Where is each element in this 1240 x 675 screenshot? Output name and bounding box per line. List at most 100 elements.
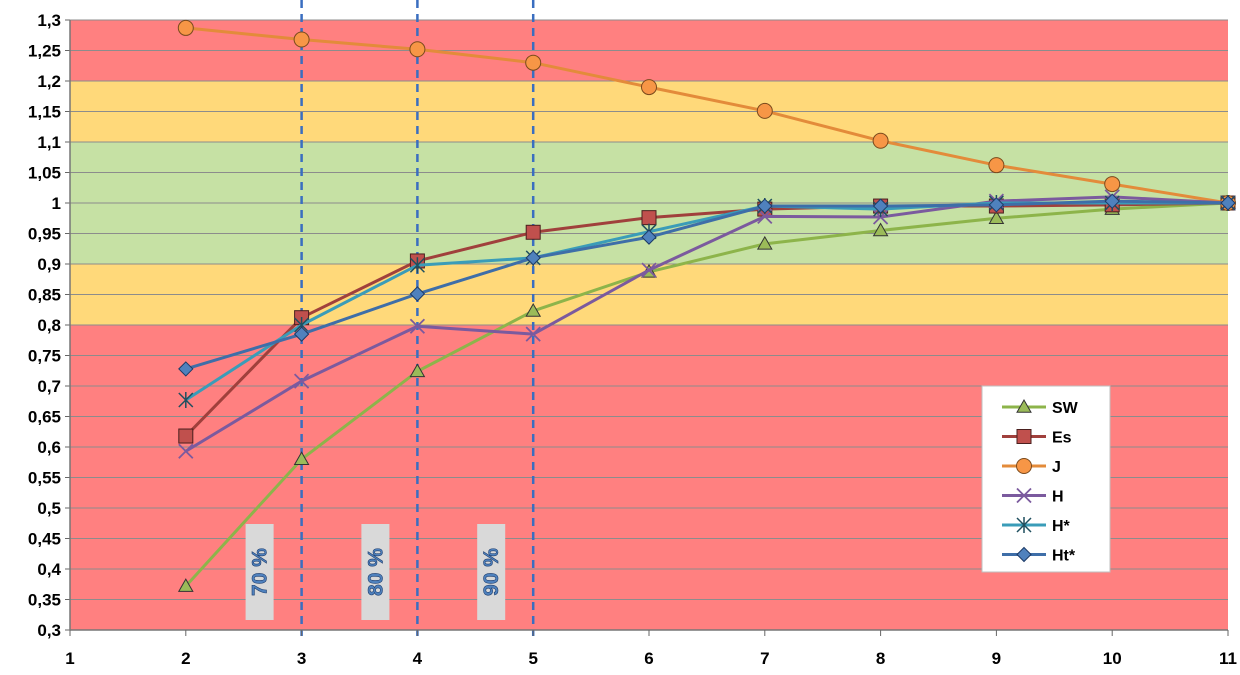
legend-entry: J [1002, 458, 1061, 476]
series-line [185, 199, 1229, 371]
data-point [757, 198, 773, 214]
data-point [409, 318, 426, 334]
y-tick-label: 0,45 [28, 530, 61, 549]
data-point [756, 102, 773, 119]
reference-lines: 70 % 80 % 90 % [245, 0, 535, 636]
series-ht-star [178, 193, 1236, 377]
reference-line-label: 80 % [364, 548, 387, 596]
legend-entry: SW [1002, 398, 1079, 417]
legend-label: Es [1052, 430, 1072, 447]
data-point [293, 326, 310, 342]
data-point [409, 257, 425, 274]
data-point [409, 363, 426, 378]
reference-label-box-1 [361, 524, 390, 620]
x-tick-label: 3 [297, 649, 306, 668]
y-tick-label: 0,5 [37, 499, 61, 518]
data-point [988, 210, 1005, 224]
y-tick-label: 1 [52, 194, 61, 213]
legend-label: SW [1052, 400, 1079, 417]
y-tick-label: 0,65 [28, 408, 61, 427]
data-point [872, 132, 889, 149]
y-tick-label: 1,05 [28, 164, 61, 183]
x-tick-label: 11 [1219, 649, 1237, 668]
reference-label-box-2 [477, 524, 506, 620]
y-tick-label: 0,9 [37, 255, 61, 274]
legend-marker [1016, 487, 1032, 504]
data-point [525, 250, 541, 266]
x-tick-label: 7 [760, 649, 769, 668]
x-tick-labels: 1 2 3 4 5 6 7 8 9 10 11 [65, 630, 1237, 668]
data-point [872, 222, 889, 237]
legend-marker [1016, 458, 1032, 474]
data-point [988, 157, 1005, 174]
data-point [177, 19, 194, 36]
data-point [1220, 195, 1236, 211]
y-tick-label: 0,35 [28, 591, 61, 610]
y-tick-label: 1,1 [37, 133, 61, 152]
data-point [525, 54, 542, 71]
legend-label: H* [1052, 518, 1071, 535]
data-series [177, 19, 1236, 592]
y-tick-label: 0,75 [28, 347, 61, 366]
series-line [185, 26, 1229, 205]
series-line [184, 201, 1229, 588]
y-tick-label: 1,25 [28, 42, 61, 61]
data-point [988, 197, 1005, 213]
x-tick-label: 5 [528, 649, 537, 668]
data-point [178, 392, 194, 409]
y-tick-label: 1,3 [37, 11, 61, 30]
legend-entry: H [1002, 487, 1064, 506]
data-point [293, 373, 310, 389]
data-point [409, 41, 426, 58]
y-tick-label: 0,4 [37, 560, 61, 579]
x-tick-label: 8 [876, 649, 885, 668]
legend-entry: H* [1002, 517, 1071, 535]
data-point [178, 428, 194, 444]
legend-label: Ht* [1052, 548, 1076, 565]
data-point [756, 235, 773, 250]
legend: SW Es JH H* Ht* [981, 385, 1111, 573]
data-point [293, 31, 310, 48]
data-point [525, 224, 541, 240]
y-tick-label: 0,95 [28, 225, 61, 244]
data-point [641, 79, 657, 96]
data-point [1104, 176, 1121, 193]
reference-label-box-0 [245, 524, 274, 620]
y-tick-label: 0,8 [37, 316, 61, 335]
legend-entry: Es [1002, 429, 1072, 447]
legend-marker [1016, 546, 1032, 563]
y-tick-labels: 0,3 0,35 0,4 0,45 0,5 0,55 0,6 0,65 0,7 0,75 0,8 0,… [28, 11, 62, 640]
data-point [525, 302, 542, 317]
series-line [185, 195, 1229, 453]
data-point [178, 443, 194, 459]
x-tick-label: 1 [65, 649, 74, 668]
data-point [641, 262, 657, 278]
legend-entry: Ht* [1002, 546, 1076, 565]
legend-label: H [1052, 489, 1064, 506]
legend-marker [1016, 429, 1032, 444]
y-tick-label: 0,85 [28, 286, 61, 305]
data-point [641, 210, 657, 226]
legend-box [981, 385, 1111, 573]
data-point [409, 286, 426, 302]
reference-line-label: 90 % [480, 548, 503, 596]
data-point [1104, 193, 1120, 209]
y-tick-label: 0,55 [28, 469, 61, 488]
x-tick-label: 10 [1103, 649, 1122, 668]
y-tick-label: 1,2 [37, 72, 61, 91]
data-point [872, 198, 889, 214]
y-tick-label: 0,3 [37, 621, 61, 640]
y-tick-label: 1,15 [28, 103, 61, 122]
data-point [525, 326, 541, 342]
legend-marker [1016, 517, 1032, 533]
legend-marker [1016, 398, 1032, 413]
x-tick-label: 6 [644, 649, 653, 668]
y-tick-label: 0,7 [37, 377, 61, 396]
x-tick-label: 9 [992, 649, 1001, 668]
data-point [641, 229, 657, 245]
data-point [178, 361, 194, 377]
x-tick-label: 2 [181, 649, 190, 668]
data-point [293, 451, 310, 465]
reference-line-label: 70 % [249, 548, 272, 596]
